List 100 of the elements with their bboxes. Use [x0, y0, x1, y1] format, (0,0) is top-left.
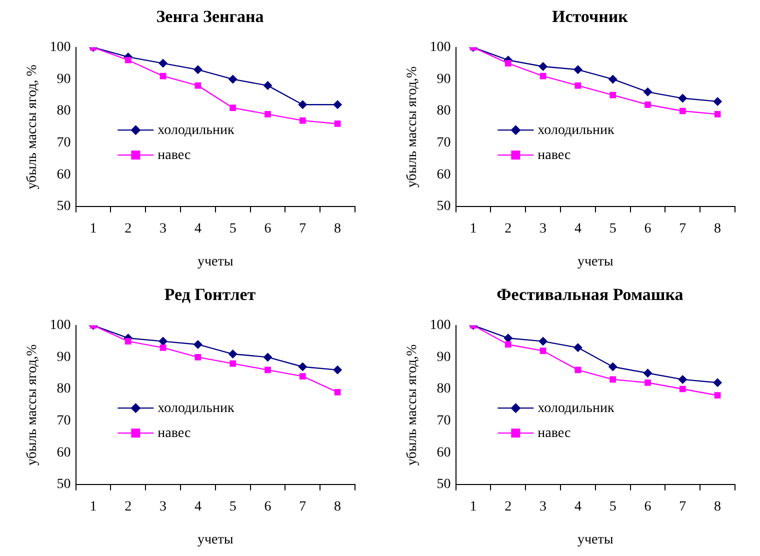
point: [678, 374, 688, 384]
x-tick-label: 4: [194, 221, 202, 236]
legend-label: холодильник: [538, 400, 615, 416]
legend-label: холодильник: [538, 122, 615, 138]
point: [678, 94, 688, 103]
y-tick-label: 50: [56, 477, 71, 492]
x-tick-label: 6: [264, 499, 272, 514]
x-tick-label: 3: [540, 221, 547, 236]
x-tick-label: 8: [334, 499, 342, 514]
x-tick-label: 6: [644, 499, 652, 514]
point: [714, 111, 721, 118]
x-tick-label: 4: [574, 221, 582, 236]
point: [264, 366, 271, 374]
point: [713, 96, 722, 106]
point: [194, 354, 202, 360]
point: [610, 92, 616, 98]
x-axis-title: учеты: [578, 254, 614, 270]
y-tick-label: 70: [56, 413, 71, 428]
x-tick-label: 5: [609, 221, 616, 236]
y-tick-label: 50: [436, 477, 451, 492]
legend-label: холодильник: [158, 400, 235, 416]
point: [574, 366, 582, 374]
x-tick-label: 8: [714, 499, 722, 514]
y-tick-label: 80: [56, 104, 71, 119]
y-tick-label: 80: [56, 382, 71, 397]
point: [573, 65, 582, 74]
x-tick-label: 3: [160, 221, 167, 236]
y-axis-title: убыль массы ягод, %: [25, 64, 40, 190]
x-tick-label: 2: [504, 499, 512, 514]
x-tick-label: 5: [229, 221, 236, 236]
chart-title: Зенга Зенгана: [155, 6, 265, 28]
point: [573, 343, 582, 352]
y-tick-label: 60: [56, 167, 71, 182]
chart-title: Ред Гонтлет: [163, 284, 257, 306]
chart-title: Источник: [551, 6, 629, 28]
x-tick-label: 8: [714, 221, 722, 236]
x-axis-title: учеты: [578, 532, 614, 548]
x-tick-label: 5: [609, 499, 616, 514]
point: [679, 108, 686, 114]
x-tick-label: 8: [334, 221, 342, 236]
x-tick-label: 7: [679, 221, 686, 236]
point: [610, 376, 616, 383]
x-tick-label: 6: [644, 221, 652, 236]
x-tick-label: 7: [299, 221, 306, 236]
point: [333, 100, 342, 110]
point: [193, 340, 202, 349]
y-tick-label: 100: [50, 318, 71, 334]
y-tick-label: 80: [436, 104, 451, 119]
point: [263, 81, 272, 90]
point: [158, 58, 168, 68]
x-tick-label: 3: [160, 499, 167, 514]
point: [299, 117, 306, 124]
point: [299, 373, 306, 380]
point: [679, 386, 686, 392]
point: [124, 338, 132, 344]
y-axis-title: убыль массы ягод,%: [25, 344, 40, 466]
y-tick-label: 70: [436, 413, 451, 428]
point: [124, 56, 132, 64]
point: [643, 368, 652, 378]
x-tick-label: 1: [470, 221, 477, 236]
y-tick-label: 90: [56, 350, 71, 365]
point: [264, 111, 271, 118]
x-axis-title: учеты: [198, 254, 234, 270]
y-tick-label: 60: [56, 445, 71, 460]
point: [230, 360, 236, 367]
point: [228, 74, 238, 84]
y-tick-label: 70: [56, 135, 71, 150]
point: [538, 336, 548, 346]
y-tick-label: 70: [436, 135, 451, 150]
legend-label: холодильник: [158, 122, 235, 138]
point: [714, 392, 721, 399]
point: [608, 362, 618, 372]
y-tick-label: 50: [436, 199, 451, 214]
point: [228, 350, 238, 359]
x-tick-label: 2: [124, 499, 132, 514]
point: [193, 65, 202, 74]
y-tick-label: 50: [56, 199, 71, 214]
x-tick-label: 7: [679, 499, 686, 514]
chart-title: Фестивальная Ромашка: [496, 284, 684, 306]
point: [608, 74, 618, 84]
x-tick-label: 7: [299, 499, 306, 514]
y-tick-label: 90: [436, 72, 451, 87]
x-tick-label: 1: [90, 499, 97, 514]
x-tick-label: 3: [540, 499, 547, 514]
legend-label: навес: [538, 426, 571, 441]
x-tick-label: 1: [470, 499, 477, 514]
x-tick-label: 2: [504, 221, 512, 236]
y-axis-title: убыль массы ягод,%: [405, 344, 420, 466]
point: [298, 362, 308, 372]
x-tick-label: 1: [90, 221, 97, 236]
legend-label: навес: [538, 148, 571, 163]
x-tick-label: 4: [574, 499, 582, 514]
point: [333, 365, 342, 374]
y-tick-label: 90: [436, 350, 451, 365]
x-tick-label: 6: [264, 221, 272, 236]
point: [230, 104, 236, 111]
point: [160, 344, 166, 351]
point: [504, 60, 512, 66]
legend-label: навес: [158, 426, 191, 441]
y-tick-label: 90: [56, 72, 71, 87]
